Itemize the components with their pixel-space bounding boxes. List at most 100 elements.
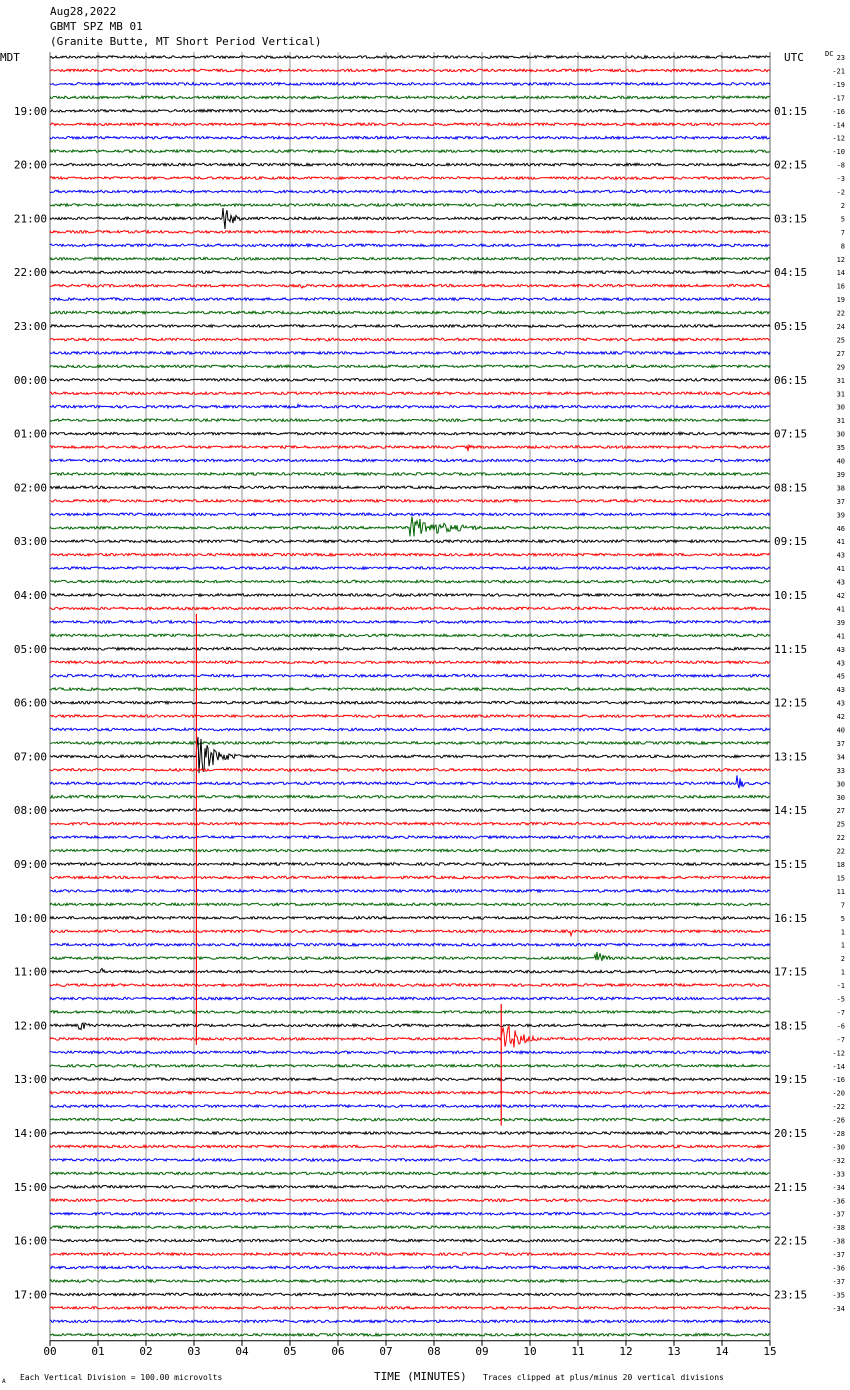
seismic-trace-7 bbox=[49, 148, 771, 154]
dc-offset-label: -26 bbox=[832, 1117, 845, 1125]
seismic-trace-78 bbox=[50, 1103, 771, 1109]
seismic-trace-76 bbox=[49, 1076, 771, 1082]
seismic-trace-28 bbox=[49, 431, 771, 437]
seismic-trace-80 bbox=[49, 1130, 771, 1136]
clip-note: Traces clipped at plus/minus 20 vertical… bbox=[483, 1373, 724, 1382]
seismic-trace-59 bbox=[49, 848, 771, 854]
left-hour-label: 23:00 bbox=[14, 320, 47, 333]
seismic-trace-51 bbox=[49, 740, 771, 746]
dc-offset-label: 40 bbox=[837, 458, 845, 466]
seismic-trace-45 bbox=[49, 659, 771, 665]
seismic-trace-44 bbox=[49, 646, 771, 652]
dc-offset-label: -35 bbox=[832, 1291, 845, 1299]
dc-offset-label: 34 bbox=[837, 753, 845, 761]
seismic-trace-42 bbox=[49, 619, 771, 625]
left-hour-label: 03:00 bbox=[14, 535, 47, 548]
dc-offset-label: 5 bbox=[841, 915, 845, 923]
left-hour-label: 07:00 bbox=[14, 750, 47, 763]
dc-offset-label: 18 bbox=[837, 861, 845, 869]
dc-offset-label: -7 bbox=[837, 1036, 845, 1044]
left-hour-label: 14:00 bbox=[14, 1127, 47, 1140]
x-tick-label: 13 bbox=[667, 1345, 680, 1358]
x-tick-label: 06 bbox=[331, 1345, 344, 1358]
right-hour-label: 03:15 bbox=[774, 212, 807, 225]
dc-offset-label: -20 bbox=[832, 1090, 845, 1098]
seismic-trace-77 bbox=[49, 1090, 771, 1096]
location-label: (Granite Butte, MT Short Period Vertical… bbox=[50, 35, 322, 48]
seismic-trace-9 bbox=[49, 175, 771, 181]
seismic-trace-60 bbox=[49, 861, 771, 867]
left-hour-label: 19:00 bbox=[14, 105, 47, 118]
seismic-trace-10 bbox=[49, 188, 771, 194]
left-axis-label: MDT bbox=[0, 51, 20, 64]
seismic-trace-81 bbox=[49, 1144, 771, 1149]
dc-offset-label: 42 bbox=[837, 592, 845, 600]
right-hour-label: 17:15 bbox=[774, 966, 807, 979]
right-hour-label: 06:15 bbox=[774, 374, 807, 387]
seismic-trace-5 bbox=[49, 121, 771, 127]
right-hour-label: 16:15 bbox=[774, 912, 807, 925]
dc-offset-label: 37 bbox=[837, 740, 845, 748]
seismic-trace-72 bbox=[49, 1022, 771, 1031]
dc-offset-label: -2 bbox=[837, 189, 845, 197]
x-tick-label: 12 bbox=[619, 1345, 632, 1358]
seismic-trace-23 bbox=[49, 363, 771, 369]
x-tick-label: 07 bbox=[379, 1345, 392, 1358]
dc-offset-label: 31 bbox=[837, 377, 845, 385]
seismic-trace-26 bbox=[49, 403, 771, 410]
seismic-trace-86 bbox=[49, 1211, 771, 1217]
dc-offset-label: -19 bbox=[832, 81, 845, 89]
seismic-trace-70 bbox=[49, 995, 771, 1001]
left-hour-label: 22:00 bbox=[14, 266, 47, 279]
seismic-trace-57 bbox=[49, 821, 771, 827]
axis-labels: MDT UTC DC TIME (MINUTES) Each Vertical … bbox=[0, 50, 845, 1385]
dc-offset-label: -17 bbox=[832, 94, 845, 102]
seismic-trace-71 bbox=[49, 1009, 771, 1015]
seismic-trace-13 bbox=[49, 229, 771, 235]
left-hour-label: 04:00 bbox=[14, 589, 47, 602]
seismic-trace-38 bbox=[49, 565, 771, 571]
dc-offset-label: 39 bbox=[837, 619, 845, 627]
dc-offset-label: -8 bbox=[837, 162, 845, 170]
dc-offset-label: 7 bbox=[841, 901, 845, 909]
seismic-trace-93 bbox=[49, 1305, 771, 1311]
scale-note: Each Vertical Division = 100.00 microvol… bbox=[20, 1373, 222, 1382]
x-tick-label: 11 bbox=[571, 1345, 584, 1358]
dc-offset-label: -14 bbox=[832, 1063, 845, 1071]
dc-offset-label: -30 bbox=[832, 1143, 845, 1151]
seismic-trace-55 bbox=[49, 794, 771, 800]
dc-offset-label: 43 bbox=[837, 646, 845, 654]
x-tick-label: 02 bbox=[139, 1345, 152, 1358]
seismic-trace-15 bbox=[49, 256, 771, 262]
right-hour-label: 18:15 bbox=[774, 1019, 807, 1032]
dc-offset-label: 33 bbox=[837, 767, 845, 775]
dc-offset-label: 25 bbox=[837, 336, 845, 344]
seismic-trace-22 bbox=[49, 350, 771, 356]
left-hour-label: 05:00 bbox=[14, 643, 47, 656]
seismic-trace-43 bbox=[49, 632, 771, 638]
x-tick-label: 01 bbox=[91, 1345, 104, 1358]
seismic-trace-90 bbox=[49, 1265, 771, 1271]
dc-offset-label: 43 bbox=[837, 659, 845, 667]
dc-offset-label: 1 bbox=[841, 969, 845, 977]
left-hour-label: 00:00 bbox=[14, 374, 47, 387]
seismic-trace-47 bbox=[49, 686, 771, 692]
dc-offset-label: 7 bbox=[841, 229, 845, 237]
x-tick-label: 15 bbox=[763, 1345, 776, 1358]
dc-offset-label: -6 bbox=[837, 1022, 845, 1030]
right-hour-label: 14:15 bbox=[774, 804, 807, 817]
seismic-trace-50 bbox=[49, 727, 771, 732]
left-hour-label: 10:00 bbox=[14, 912, 47, 925]
seismic-trace-24 bbox=[49, 377, 771, 383]
seismic-trace-3 bbox=[49, 94, 771, 100]
dc-offset-label: 1 bbox=[841, 942, 845, 950]
seismic-trace-54 bbox=[49, 775, 771, 789]
seismic-trace-63 bbox=[49, 901, 771, 907]
dc-offset-label: 31 bbox=[837, 390, 845, 398]
right-hour-label: 09:15 bbox=[774, 535, 807, 548]
seismic-trace-73 bbox=[49, 1024, 771, 1048]
right-hour-label: 22:15 bbox=[774, 1235, 807, 1248]
seismic-trace-48 bbox=[49, 700, 771, 706]
seismic-trace-64 bbox=[49, 915, 771, 921]
seismic-trace-46 bbox=[49, 673, 771, 679]
